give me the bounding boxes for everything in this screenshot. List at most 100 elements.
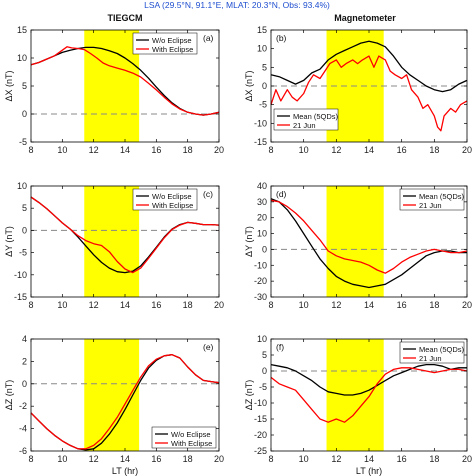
eclipse-band [84,30,140,142]
x-tick-label: 16 [397,454,407,464]
x-tick-label: 20 [214,454,224,464]
series-line-red [270,199,468,274]
x-tick-label: 8 [268,145,273,155]
legend-entry: Mean (5QDs) [293,112,339,121]
y-tick-label: 0 [22,225,27,235]
x-tick-label: 12 [89,145,99,155]
legend-entry: W/o Eclipse [152,192,192,201]
x-tick-label: 14 [120,300,130,310]
y-tick-label: -10 [254,118,267,128]
x-tick-label: 18 [183,145,193,155]
x-tick-label: 8 [28,300,33,310]
series-line-red [30,196,220,274]
legend: Mean (5QDs)21 Jun [399,188,465,211]
x-tick-label: 20 [462,145,472,155]
y-axis-label: ΔZ (nT) [4,380,14,411]
y-axis-label: ΔY (nT) [4,226,14,257]
legend-entry: 21 Jun [419,354,442,363]
legend: Mean (5QDs)21 Jun [273,108,339,131]
x-tick-label: 14 [364,300,374,310]
y-tick-label: -6 [19,446,27,456]
legend-entry: 21 Jun [293,121,316,130]
y-tick-label: 0 [22,109,27,119]
y-tick-label: 40 [257,181,267,191]
figure-suptitle: LSA (29.5°N, 91.1°E, MLAT: 20.3°N, Obs: … [144,0,330,10]
legend-entry: With Eclipse [152,201,193,210]
y-tick-label: -25 [254,446,267,456]
y-tick-label: -20 [254,430,267,440]
panel-c: 8 10 12 14 16 18 20 -15 -10 -5 0 5 10 ΔY (nT) (c) W/o E… [4,181,224,310]
series-line-red [30,46,220,116]
y-tick-label: 10 [17,181,27,191]
series-line-black [270,40,468,93]
legend-entry: With Eclipse [171,439,212,448]
y-tick-label: -15 [254,414,267,424]
panels-group: 8 10 12 14 16 18 20 -5 0 5 10 15 ΔX (nT) (a) W/o Eclip… [4,25,472,476]
panel-f: 8 10 12 14 16 18 20 -25 -20 -15 -10 -5 0 5 10 ΔZ (nT) LT… [244,334,472,476]
y-tick-label: 10 [257,229,267,239]
column-title-tiegcm: TIEGCM [108,13,143,23]
y-tick-label: -10 [254,260,267,270]
y-axis-label: ΔY (nT) [244,226,254,257]
y-tick-label: -5 [19,137,27,147]
y-tick-label: 10 [17,53,27,63]
y-tick-label: -30 [254,292,267,302]
x-tick-label: 14 [120,454,130,464]
y-tick-label: 5 [262,62,267,72]
y-tick-label: 5 [22,203,27,213]
series-line-black [270,363,467,396]
x-tick-label: 14 [364,145,374,155]
x-tick-label: 10 [299,454,309,464]
y-tick-label: -15 [14,292,27,302]
series-line-red [270,367,468,423]
y-tick-label: -4 [19,424,27,434]
y-tick-label: 30 [257,197,267,207]
x-tick-label: 12 [89,454,99,464]
legend: Mean (5QDs)21 Jun [399,341,465,364]
y-tick-label: -2 [19,401,27,411]
y-tick-label: 15 [17,25,27,35]
y-tick-label: -20 [254,276,267,286]
panel-b: 8 10 12 14 16 18 20 -15 -10 -5 0 5 10 15 ΔX (nT) (b) Mea… [244,25,472,155]
y-tick-label: -10 [14,270,27,280]
x-tick-label: 16 [151,300,161,310]
y-tick-label: -15 [254,137,267,147]
x-tick-label: 12 [331,300,341,310]
y-tick-label: 0 [262,81,267,91]
panel-label: (d) [276,189,287,199]
x-tick-label: 10 [299,145,309,155]
x-tick-label: 8 [268,300,273,310]
series-line-red [270,55,468,132]
y-tick-label: -5 [19,248,27,258]
y-tick-label: 10 [257,334,267,344]
x-axis-label: LT (hr) [112,466,138,476]
legend-entry: Mean (5QDs) [419,345,465,354]
x-tick-label: 14 [364,454,374,464]
panel-label: (c) [203,189,213,199]
eclipse-band [326,186,384,297]
y-tick-label: 10 [257,44,267,54]
x-tick-label: 16 [397,145,407,155]
legend-entry: W/o Eclipse [152,36,192,45]
y-axis-label: ΔX (nT) [244,70,254,101]
x-tick-label: 10 [299,300,309,310]
series-line-red [30,354,220,450]
y-tick-label: 0 [262,244,267,254]
y-tick-label: -10 [254,398,267,408]
x-tick-label: 18 [183,454,193,464]
panel-label: (a) [203,33,214,43]
x-tick-label: 18 [429,454,439,464]
y-tick-label: -5 [259,382,267,392]
y-tick-label: 0 [262,366,267,376]
eclipse-band [84,186,140,297]
x-tick-label: 10 [57,145,67,155]
column-title-magnetometer: Magnetometer [334,13,396,23]
y-tick-label: 0 [22,379,27,389]
x-tick-label: 12 [331,145,341,155]
x-tick-label: 16 [397,300,407,310]
legend-entry: With Eclipse [152,45,193,54]
